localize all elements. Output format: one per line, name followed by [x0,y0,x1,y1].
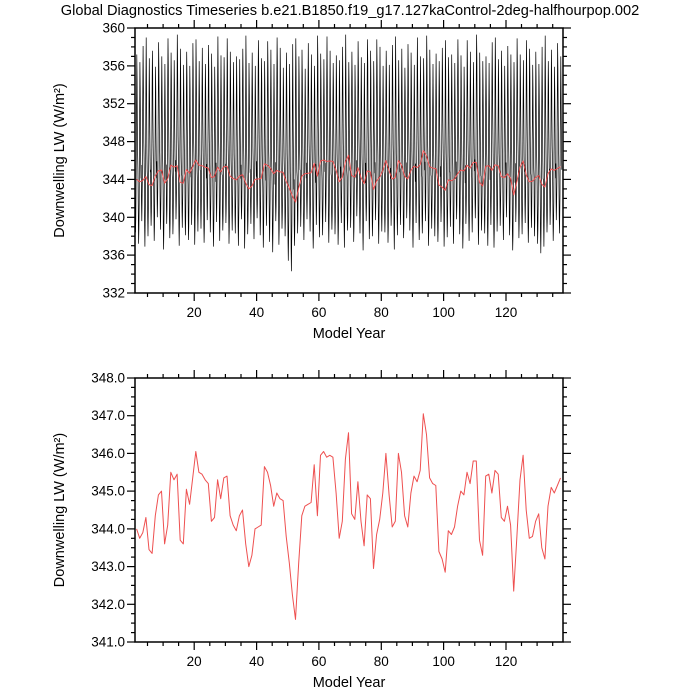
top-panel: 20 40 60 80 100 120 Model Year 332 336 340 344 348 3… [52,20,571,342]
y-axis-tick-label: 336 [102,248,125,263]
monthly-series-line [134,34,563,272]
y-axis-tick-label: 345.0 [91,484,125,499]
x-axis-title: Model Year [313,326,386,342]
axes-frame [134,377,564,643]
y-axis-title: Downwelling LW (W/m²) [52,433,68,587]
x-axis-tick-label: 80 [374,654,389,669]
x-axis-tick-label: 120 [495,305,518,320]
y-axis-tick-label: 342.0 [91,597,125,612]
y-axis-tick-label: 343.0 [91,559,125,574]
y-axis-title: Downwelling LW (W/m²) [52,83,68,237]
y-axis-tick-label: 340 [102,210,125,225]
x-axis-tick-label: 100 [432,654,455,669]
y-axis-tick-label: 348 [102,134,125,149]
y-axis-tick-label: 344.0 [91,521,125,536]
annual-mean-line [136,413,561,620]
figure-title: Global Diagnostics Timeseries b.e21.B185… [60,3,640,19]
y-axis-tick-label: 352 [102,96,125,111]
x-axis-tick-label: 60 [311,654,326,669]
x-axis-tick-label: 20 [187,654,202,669]
y-axis-tick-label: 360 [102,21,125,36]
x-axis-tick-label: 120 [495,654,518,669]
annual-mean-line [136,150,561,203]
y-axis-tick-label: 346.0 [91,446,125,461]
y-axis-tick-label: 356 [102,58,125,73]
x-axis-tick-label: 40 [249,654,264,669]
y-axis-tick-label: 348.0 [91,371,125,386]
y-axis-tick-label: 344 [102,172,125,187]
y-axis-tick-label: 341.0 [91,635,125,650]
x-axis-title: Model Year [313,675,386,691]
x-axis-tick-label: 80 [374,305,389,320]
x-axis-tick-label: 60 [311,305,326,320]
y-axis-tick-label: 332 [102,286,125,301]
x-axis-tick-label: 20 [187,305,202,320]
y-axis-tick-label: 347.0 [91,408,125,423]
x-axis-tick-label: 100 [432,305,455,320]
x-axis-tick-label: 40 [249,305,264,320]
bottom-panel: 20 40 60 80 100 120 Model Year 341.0 342.0 343.0 3… [52,370,571,691]
